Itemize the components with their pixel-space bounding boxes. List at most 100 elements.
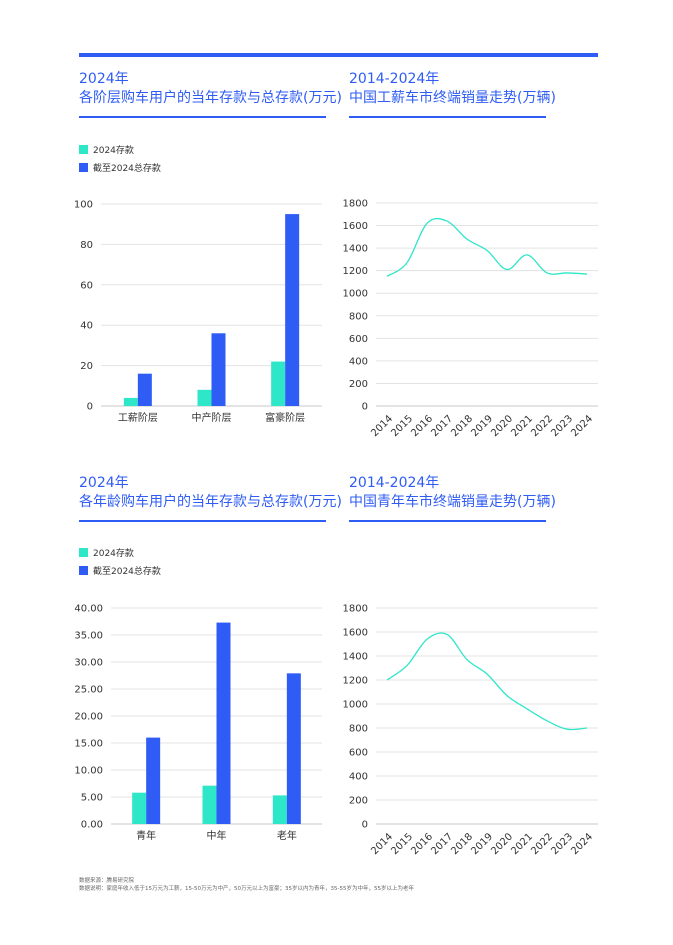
chart2-x-tick-label: 2021 bbox=[509, 413, 535, 439]
chart3-y-tick-label: 10.00 bbox=[74, 766, 103, 777]
chart3-y-tick-label: 25.00 bbox=[74, 685, 103, 696]
chart1-y-tick-label: 100 bbox=[74, 200, 93, 211]
legend-item-total: 截至2024总存款 bbox=[79, 564, 161, 577]
legend-label: 2024存款 bbox=[93, 145, 134, 156]
chart4-x-tick-label: 2017 bbox=[429, 831, 455, 857]
chart2-y-tick-label: 800 bbox=[349, 311, 368, 322]
chart4-title-underline bbox=[349, 520, 546, 522]
chart1-title-line2: 各阶层购车用户的当年存款与总存款(万元) bbox=[79, 90, 342, 106]
top-accent-bar bbox=[79, 53, 598, 57]
chart3-y-tick-label: 5.00 bbox=[81, 793, 103, 804]
chart1-title-underline bbox=[79, 116, 326, 118]
chart1-bar-total bbox=[211, 333, 226, 406]
chart3-y-tick-label: 0.00 bbox=[81, 820, 103, 831]
chart3-y-tick-label: 30.00 bbox=[74, 658, 103, 669]
chart4-series-line bbox=[386, 632, 588, 731]
legend-label: 截至2024总存款 bbox=[93, 163, 161, 174]
chart2-y-tick-label: 400 bbox=[349, 356, 368, 367]
legend-swatch-teal bbox=[79, 547, 88, 557]
footnote-note: 数据说明：家庭年收入低于15万元为工薪，15-50万元为中产，50万元以上为富豪… bbox=[79, 886, 414, 892]
chart3-y-tick-label: 35.00 bbox=[74, 631, 103, 642]
legend-swatch-blue bbox=[79, 162, 88, 172]
chart1-bar-current bbox=[197, 389, 212, 406]
chart1-legend: 2024存款 截至2024总存款 bbox=[79, 143, 161, 179]
chart1-bar-current bbox=[271, 361, 286, 406]
chart4-y-tick-label: 200 bbox=[349, 796, 368, 807]
chart3-title: 2024年 各年龄购车用户的当年存款与总存款(万元) bbox=[79, 474, 342, 512]
chart1-y-tick-label: 20 bbox=[80, 361, 93, 372]
chart2-x-tick-label: 2016 bbox=[409, 413, 435, 439]
chart3-y-tick-label: 15.00 bbox=[74, 739, 103, 750]
chart2-y-tick-label: 0 bbox=[362, 402, 368, 413]
chart1-bar-total bbox=[137, 373, 152, 406]
chart4-y-tick-label: 1800 bbox=[343, 604, 368, 615]
chart4-y-tick-label: 0 bbox=[362, 820, 368, 831]
chart2-title: 2014-2024年 中国工薪车市终端销量走势(万辆) bbox=[349, 70, 556, 108]
chart4-title: 2014-2024年 中国青年车市终端销量走势(万辆) bbox=[349, 474, 556, 512]
chart3-bar-current bbox=[272, 795, 287, 824]
chart2-x-tick-label: 2024 bbox=[569, 413, 595, 439]
chart2-x-tick-label: 2022 bbox=[529, 413, 555, 439]
chart4-x-tick-label: 2024 bbox=[569, 831, 595, 857]
chart1-y-tick-label: 40 bbox=[80, 321, 93, 332]
chart2-title-underline bbox=[349, 116, 546, 118]
chart2-x-tick-label: 2018 bbox=[449, 413, 475, 439]
chart4-y-tick-label: 400 bbox=[349, 772, 368, 783]
chart4-x-tick-label: 2016 bbox=[409, 831, 435, 857]
chart1-title-line1: 2024年 bbox=[79, 71, 129, 87]
chart1-title: 2024年 各阶层购车用户的当年存款与总存款(万元) bbox=[79, 70, 342, 108]
chart4-y-tick-label: 1000 bbox=[343, 700, 368, 711]
chart4-y-tick-label: 1400 bbox=[343, 652, 368, 663]
chart3-title-line1: 2024年 bbox=[79, 475, 129, 491]
chart2-y-tick-label: 1800 bbox=[343, 199, 368, 210]
chart2-y-tick-label: 1600 bbox=[343, 221, 368, 232]
chart4-x-tick-label: 2020 bbox=[489, 831, 515, 857]
chart3-bar-current bbox=[202, 785, 217, 824]
chart4-y-tick-label: 600 bbox=[349, 748, 368, 759]
chart3-x-tick-label: 老年 bbox=[277, 829, 297, 842]
chart3-x-tick-label: 青年 bbox=[136, 829, 156, 842]
chart1-y-tick-label: 60 bbox=[80, 280, 93, 291]
chart4-y-tick-label: 1200 bbox=[343, 676, 368, 687]
chart1-y-tick-label: 0 bbox=[87, 402, 93, 413]
chart4-x-tick-label: 2022 bbox=[529, 831, 555, 857]
chart1-bar-total bbox=[285, 214, 300, 406]
chart2-x-tick-label: 2017 bbox=[429, 413, 455, 439]
chart2-y-tick-label: 600 bbox=[349, 334, 368, 345]
legend-item-total: 截至2024总存款 bbox=[79, 161, 161, 174]
chart4-title-line1: 2014-2024年 bbox=[349, 475, 440, 491]
chart3-y-tick-label: 20.00 bbox=[74, 712, 103, 723]
chart4-title-line2: 中国青年车市终端销量走势(万辆) bbox=[349, 494, 556, 510]
chart2-x-tick-label: 2015 bbox=[389, 413, 415, 439]
chart4-x-tick-label: 2019 bbox=[469, 831, 495, 857]
chart2-x-tick-label: 2014 bbox=[369, 413, 395, 439]
chart4-y-tick-label: 1600 bbox=[343, 628, 368, 639]
chart2-x-tick-label: 2023 bbox=[549, 413, 575, 439]
chart4-y-tick-label: 800 bbox=[349, 724, 368, 735]
chart4-x-tick-label: 2014 bbox=[369, 831, 395, 857]
chart3-title-underline bbox=[79, 520, 326, 522]
chart1-x-tick-label: 中产阶层 bbox=[192, 411, 232, 424]
legend-swatch-blue bbox=[79, 565, 88, 575]
chart2-x-tick-label: 2020 bbox=[489, 413, 515, 439]
chart3-bar-total bbox=[286, 673, 301, 824]
chart4-x-tick-label: 2021 bbox=[509, 831, 535, 857]
legend-label: 2024存款 bbox=[93, 548, 134, 559]
chart2-x-tick-label: 2019 bbox=[469, 413, 495, 439]
legend-item-2024: 2024存款 bbox=[79, 546, 161, 559]
legend-label: 截至2024总存款 bbox=[93, 566, 161, 577]
chart3-title-line2: 各年龄购车用户的当年存款与总存款(万元) bbox=[79, 494, 342, 510]
legend-swatch-teal bbox=[79, 144, 88, 154]
chart1-x-tick-label: 富豪阶层 bbox=[265, 411, 305, 424]
chart3-bar-current bbox=[132, 792, 147, 824]
chart1-y-tick-label: 80 bbox=[80, 240, 93, 251]
chart3-bar-total bbox=[146, 737, 161, 824]
chart3-legend: 2024存款 截至2024总存款 bbox=[79, 546, 161, 582]
footnote-source: 数据来源：腾易研究院 bbox=[79, 878, 135, 884]
chart4-x-tick-label: 2015 bbox=[389, 831, 415, 857]
chart3-y-tick-label: 40.00 bbox=[74, 604, 103, 615]
chart2-y-tick-label: 200 bbox=[349, 379, 368, 390]
chart2-y-tick-label: 1000 bbox=[343, 289, 368, 300]
chart3-x-tick-label: 中年 bbox=[207, 829, 227, 842]
